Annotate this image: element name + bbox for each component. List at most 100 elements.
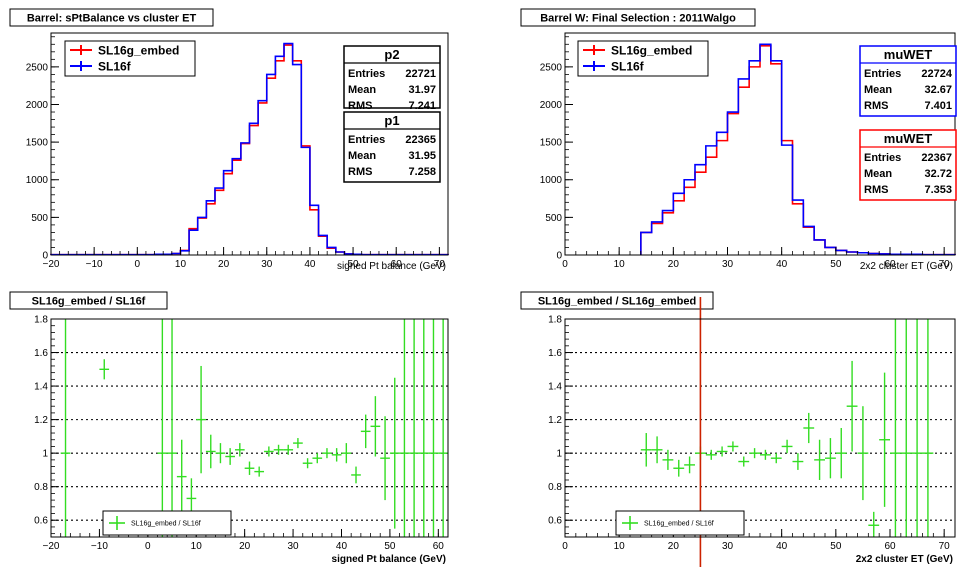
- stats-row-value: 32.67: [924, 84, 952, 96]
- x-tick-label: 60: [433, 541, 445, 552]
- y-tick-label: 1500: [26, 138, 49, 149]
- chart-panel-3: SL16g_embed / SL16f 0.6 0.8 1 1.2 1.4 1.6 1.8 −2…: [9, 291, 449, 565]
- stats-title: muWET: [884, 47, 932, 62]
- legend-box: [64, 40, 196, 77]
- x-tick-label: 0: [562, 541, 568, 552]
- chart-title-box: [9, 8, 214, 27]
- x-tick-label: 0: [562, 259, 568, 270]
- x-tick-label: 30: [722, 259, 734, 270]
- x-tick-label: 20: [239, 541, 251, 552]
- y-tick-label: 1.4: [548, 382, 562, 393]
- stats-row-value: 7.258: [408, 166, 436, 178]
- chart-title: Barrel: sPtBalance vs cluster ET: [27, 13, 197, 25]
- x-tick-label: 70: [434, 259, 446, 270]
- stats-row-label: Entries: [864, 152, 901, 164]
- y-tick-label: 1000: [26, 175, 49, 186]
- chart-title: Barrel W: Final Selection : 2011Walgo: [540, 13, 736, 25]
- plot-frame: [50, 318, 449, 538]
- stats-box: muWET Entries 22367 Mean 32.72 RMS 7.353: [859, 129, 957, 201]
- y-tick-label: 1.6: [548, 348, 562, 359]
- stats-row-value: 7.241: [408, 100, 436, 112]
- chart-title-box: [520, 8, 756, 27]
- y-tick-label: 0.6: [34, 516, 48, 527]
- y-tick-label: 1.2: [548, 415, 562, 426]
- x-tick-label: 20: [218, 259, 230, 270]
- y-tick-label: 1.8: [34, 315, 48, 326]
- y-tick-label: 0: [556, 251, 562, 262]
- stats-box: muWET Entries 22724 Mean 32.67 RMS 7.401: [859, 45, 957, 117]
- histogram-sl16f: [640, 43, 956, 256]
- x-tick-label: −10: [86, 259, 103, 270]
- legend-label: SL16g_embed / SL16f: [131, 521, 201, 528]
- x-tick-label: 40: [776, 541, 788, 552]
- legend-label: SL16f: [611, 60, 645, 74]
- chart-panel-1: Barrel: sPtBalance vs cluster ET05001000…: [9, 8, 449, 272]
- x-tick-label: 70: [939, 541, 951, 552]
- x-tick-label: 0: [145, 541, 151, 552]
- y-tick-label: 1.4: [34, 382, 48, 393]
- x-tick-label: −10: [91, 541, 108, 552]
- y-tick-label: 2500: [540, 62, 563, 73]
- y-tick-label: 0.8: [34, 482, 48, 493]
- x-tick-label: 10: [614, 541, 626, 552]
- x-tick-label: 20: [668, 259, 680, 270]
- legend: SL16g_embed / SL16f: [615, 510, 745, 536]
- y-tick-label: 2000: [540, 100, 563, 111]
- x-tick-label: 60: [884, 259, 896, 270]
- stats-row-label: Mean: [864, 84, 892, 96]
- stats-box-frame: [859, 129, 957, 201]
- y-tick-label: 2000: [26, 100, 49, 111]
- x-tick-label: 30: [261, 259, 273, 270]
- stats-row-value: 22365: [405, 134, 436, 146]
- chart-title: SL16g_embed / SL16g_embed: [538, 296, 696, 308]
- legend: SL16g_embed / SL16f: [102, 510, 232, 536]
- x-tick-label: −20: [43, 541, 60, 552]
- chart-panel-2: Barrel W: Final Selection : 2011Walgo 0 50…: [520, 8, 957, 272]
- x-axis-label: 2x2 cluster ET (GeV): [860, 261, 953, 272]
- x-tick-label: 60: [391, 259, 403, 270]
- stats-title: muWET: [884, 131, 932, 146]
- y-tick-label: 1000: [540, 175, 563, 186]
- x-axis-label: 2x2 cluster ET (GeV): [856, 554, 953, 565]
- x-axis-label: signed Pt balance (GeV): [332, 554, 446, 565]
- stats-row-value: 7.353: [924, 184, 952, 196]
- x-tick-label: 40: [304, 259, 316, 270]
- stats-row-label: RMS: [864, 184, 888, 196]
- stats-title: p2: [384, 47, 399, 62]
- y-tick-label: 1: [42, 449, 48, 460]
- stats-box: p2 Entries 22721 Mean 31.97 RMS 7.241: [343, 45, 441, 112]
- y-tick-label: 2500: [26, 62, 49, 73]
- x-tick-label: 40: [776, 259, 788, 270]
- y-tick-label: 500: [31, 213, 48, 224]
- stats-row-value: 22367: [921, 152, 952, 164]
- plot-frame: [564, 318, 956, 538]
- stats-row-value: 31.95: [408, 150, 436, 162]
- x-tick-label: 50: [348, 259, 360, 270]
- stats-row-value: 31.97: [408, 84, 436, 96]
- stats-row-value: 32.72: [924, 168, 952, 180]
- x-axis-label: signed Pt balance (GeV): [337, 261, 446, 272]
- x-tick-label: 10: [614, 259, 626, 270]
- y-tick-label: 1: [556, 449, 562, 460]
- stats-title: p1: [384, 113, 399, 128]
- stats-row-value: 7.401: [924, 100, 952, 112]
- x-tick-label: 30: [722, 541, 734, 552]
- chart-title: SL16g_embed / SL16f: [32, 296, 146, 308]
- legend-label: SL16g_embed: [611, 44, 692, 58]
- x-tick-label: 0: [135, 259, 141, 270]
- x-tick-label: 40: [336, 541, 348, 552]
- stats-row-label: Entries: [348, 134, 385, 146]
- x-tick-label: 50: [830, 259, 842, 270]
- y-tick-label: 500: [545, 213, 562, 224]
- legend-label: SL16g_embed / SL16f: [644, 521, 714, 528]
- x-tick-label: 50: [830, 541, 842, 552]
- stats-row-label: RMS: [348, 100, 372, 112]
- y-tick-label: 0: [42, 251, 48, 262]
- stats-box: p1 Entries 22365 Mean 31.95 RMS 7.258: [343, 111, 441, 183]
- x-tick-label: 70: [939, 259, 951, 270]
- stats-row-label: Entries: [864, 68, 901, 80]
- stats-row-label: Mean: [864, 168, 892, 180]
- y-tick-label: 0.6: [548, 516, 562, 527]
- legend-label: SL16f: [98, 60, 132, 74]
